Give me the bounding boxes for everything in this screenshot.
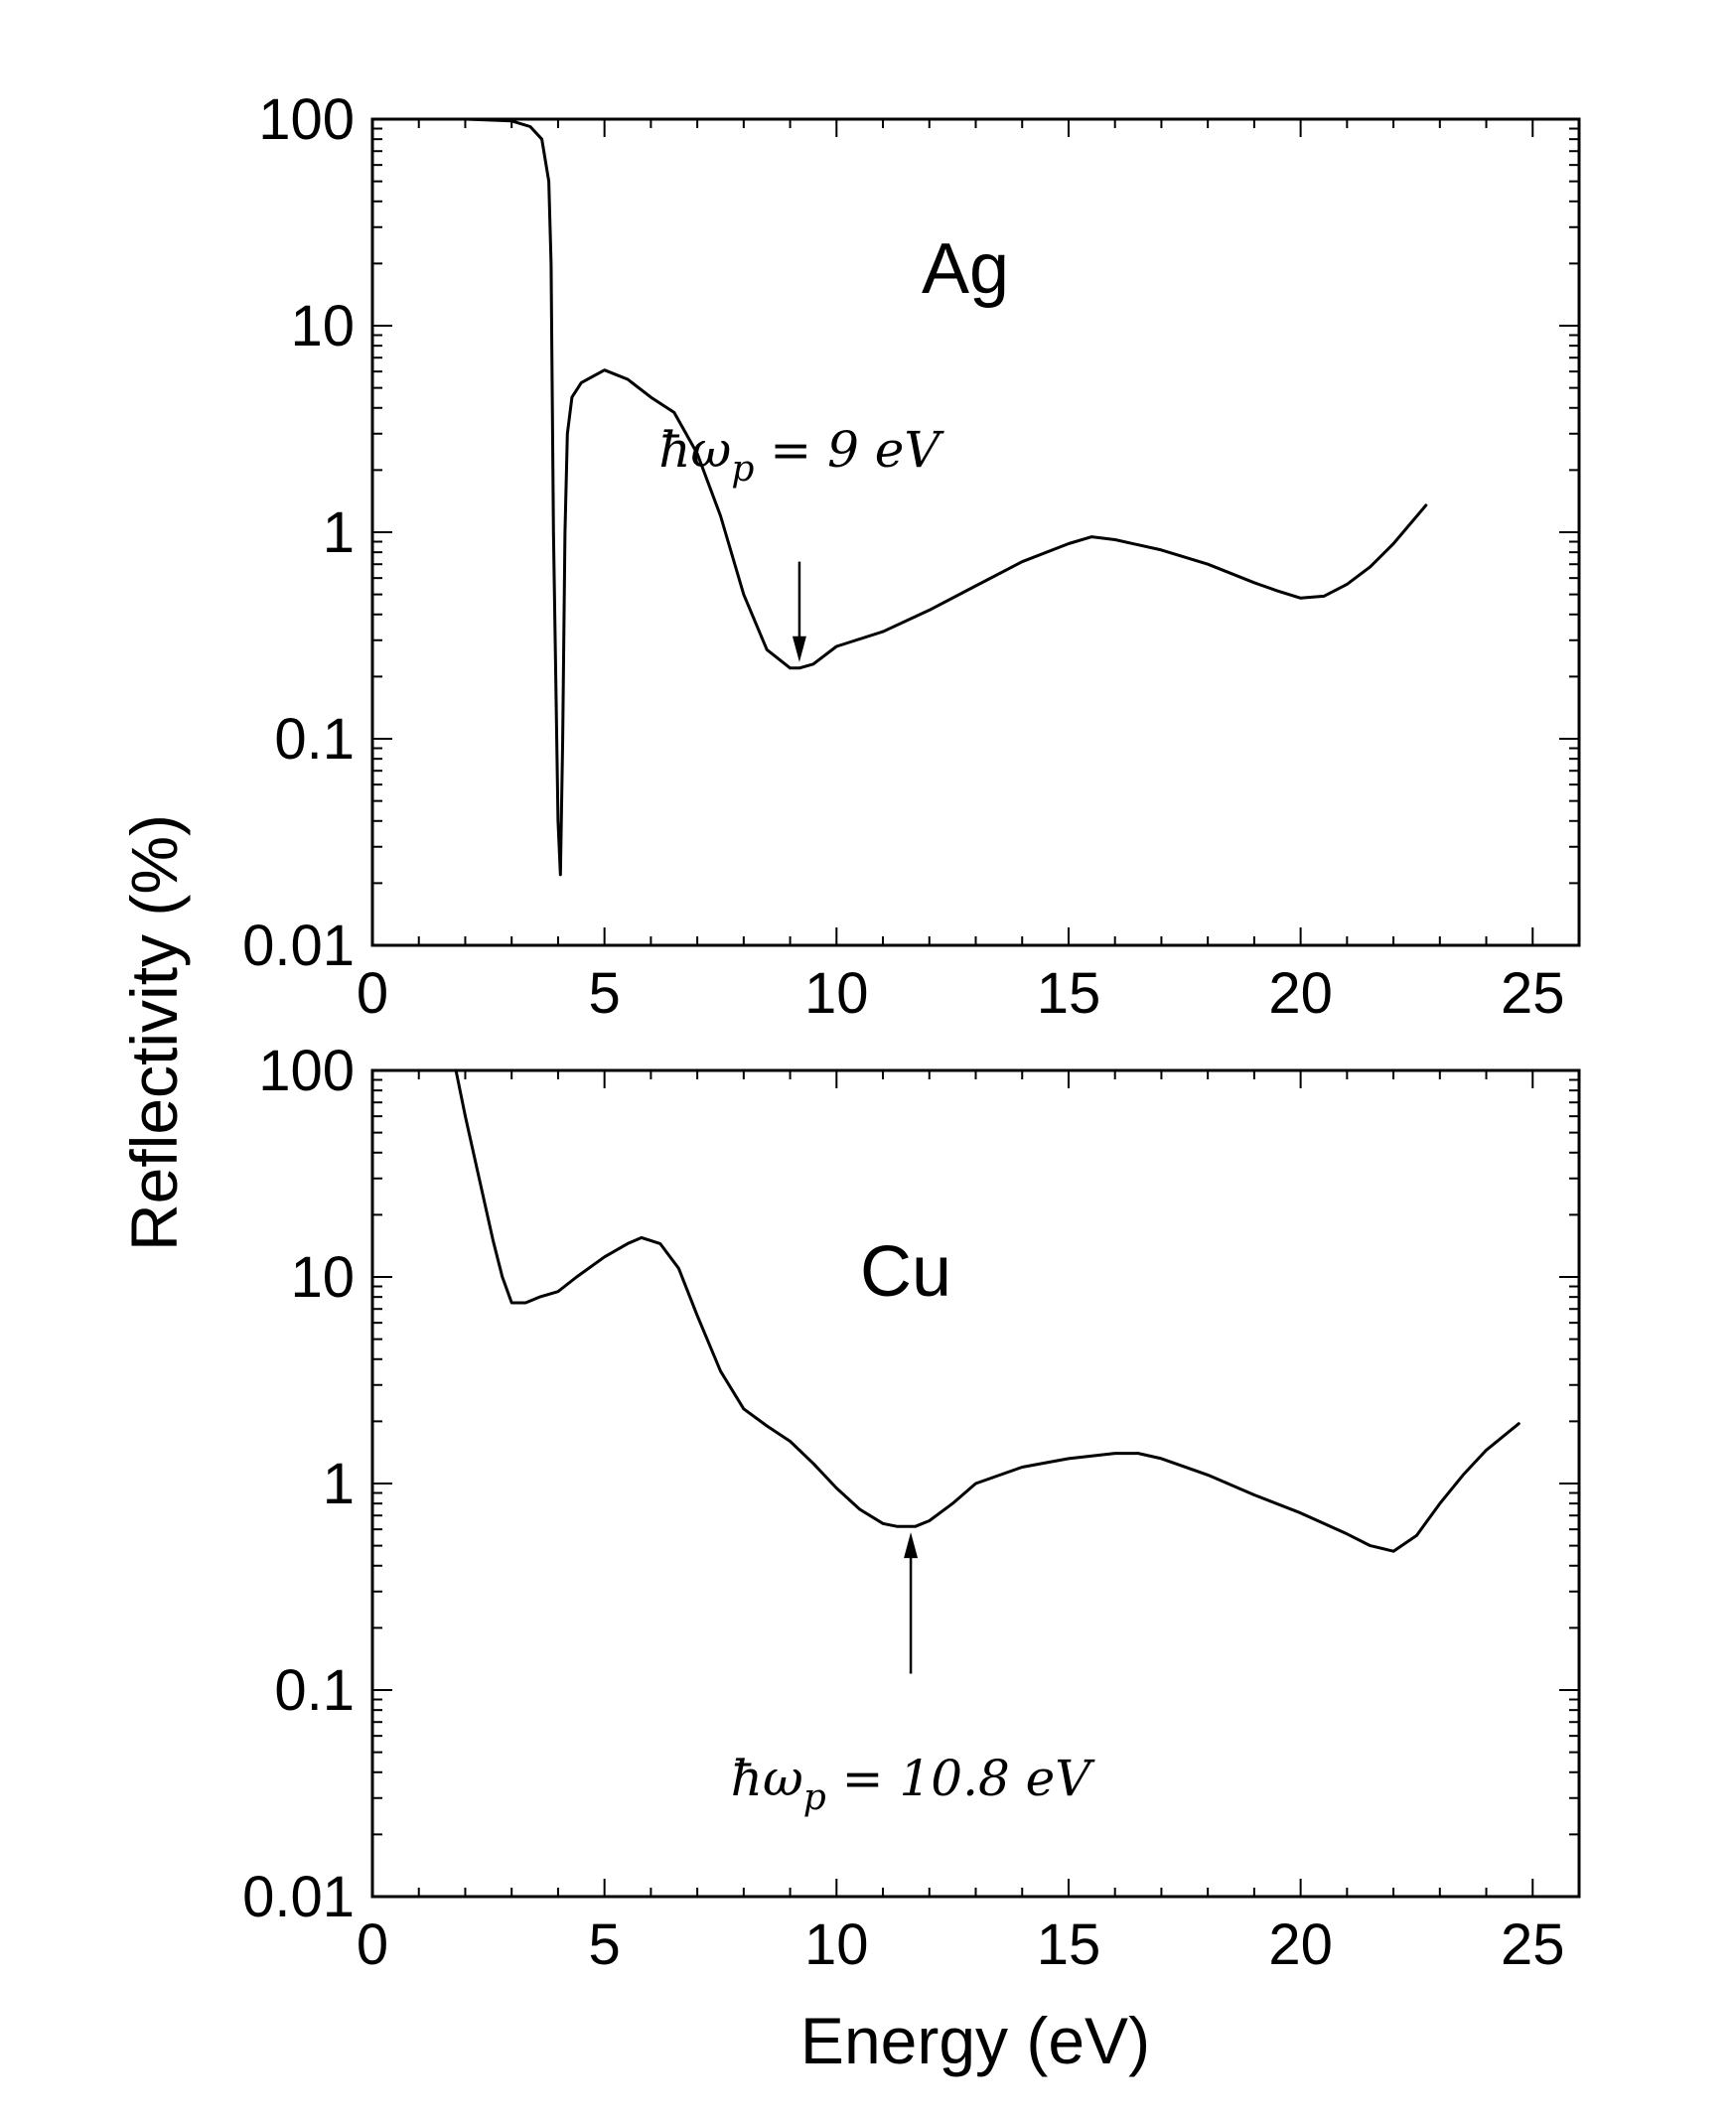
y-axis-label: Reflectivity (%) [117,814,191,1251]
annotation-cu: ħωp = 10.8 eV [731,1532,1096,1818]
x-tick-label: 0 [357,1912,388,1977]
axis-ticks-cu [371,1069,1580,1898]
x-tick-label: 15 [1037,961,1101,1026]
panel-ag: 0 5 10 15 20 25 0.01 0.1 1 10 100 Ag ħωp = 9 eV [242,87,1581,1026]
series-line-cu [454,1068,1520,1553]
y-tick-label: 10 [290,294,355,358]
x-tick-label: 10 [804,961,869,1026]
panel-cu: 0 5 10 15 20 25 0.01 0.1 1 10 100 Cu ħωp = 10.8 eV [242,1039,1581,1977]
x-tick-label: 15 [1037,1912,1101,1977]
x-tick-label: 10 [804,1912,869,1977]
x-tick-label: 5 [589,1912,621,1977]
annotation-ag: ħωp = 9 eV [658,421,944,662]
plasmon-energy-label: ħωp = 10.8 eV [731,1750,1096,1818]
x-tick-label: 20 [1268,961,1333,1026]
y-tick-label: 100 [258,1039,355,1103]
x-tick-label: 20 [1268,1912,1333,1977]
plasmon-energy-label: ħωp = 9 eV [658,421,944,490]
y-tick-label: 10 [290,1245,355,1310]
x-tick-label: 5 [589,961,621,1026]
series-line-ag [417,117,1428,877]
y-tick-label: 0.01 [242,914,355,978]
axis-ticks-ag [371,118,1580,946]
annotation-arrow-head [904,1532,919,1559]
panel-label-cu: Cu [860,1232,951,1312]
tick-labels-ag: 0 5 10 15 20 25 0.01 0.1 1 10 100 [242,87,1564,1026]
y-tick-label: 1 [323,500,355,565]
y-tick-label: 100 [258,87,355,152]
y-tick-label: 0.1 [274,707,355,772]
tick-labels-cu: 0 5 10 15 20 25 0.01 0.1 1 10 100 [242,1039,1564,1977]
x-tick-label: 25 [1501,961,1565,1026]
x-tick-label: 0 [357,961,388,1026]
x-axis-label: Energy (eV) [800,2004,1150,2077]
panel-label-ag: Ag [922,229,1009,309]
y-tick-label: 0.01 [242,1865,355,1929]
annotation-arrow-head [792,636,806,662]
y-tick-label: 1 [323,1452,355,1516]
x-tick-label: 25 [1501,1912,1565,1977]
y-tick-label: 0.1 [274,1658,355,1723]
